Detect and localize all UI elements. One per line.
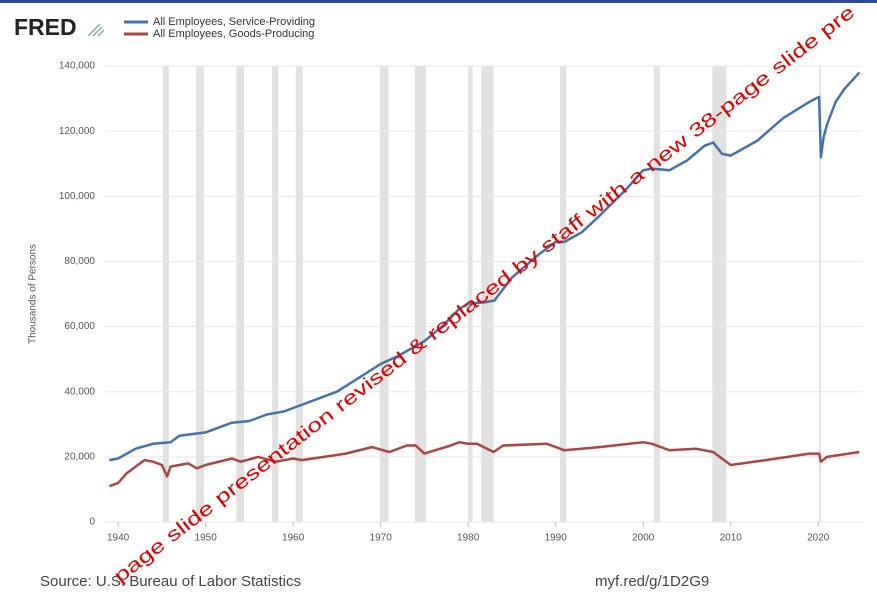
recession-band xyxy=(481,66,494,522)
x-tick-label: 2010 xyxy=(720,533,743,544)
x-tick-label: 1980 xyxy=(457,533,480,544)
x-tick-label: 2020 xyxy=(807,533,830,544)
recession-band xyxy=(653,66,660,522)
y-tick-label: 80,000 xyxy=(64,256,95,267)
recession-band xyxy=(236,66,245,522)
legend-label: All Employees, Goods-Producing xyxy=(153,28,314,40)
recession-band xyxy=(819,66,821,522)
y-tick-label: 60,000 xyxy=(64,321,95,332)
recession-band xyxy=(379,66,389,522)
x-tick-label: 1990 xyxy=(545,533,568,544)
recession-band xyxy=(712,66,727,522)
brand: FRED xyxy=(14,14,77,40)
link: myf.red/g/1D2G9 xyxy=(595,573,709,590)
legend-label: All Employees, Service-Providing xyxy=(153,16,315,28)
top-border xyxy=(0,0,877,3)
y-tick-label: 140,000 xyxy=(59,61,96,72)
x-tick-label: 2000 xyxy=(632,533,655,544)
x-tick-label: 1950 xyxy=(195,533,218,544)
x-tick-label: 1940 xyxy=(107,533,130,544)
y-tick-label: 100,000 xyxy=(59,191,96,202)
recession-band xyxy=(468,66,473,522)
recession-band xyxy=(272,66,279,522)
recession-band xyxy=(196,66,204,522)
y-tick-label: 120,000 xyxy=(59,126,96,137)
series-line xyxy=(108,440,860,488)
recession-band xyxy=(414,66,427,522)
recession-band xyxy=(295,66,303,522)
y-tick-label: 20,000 xyxy=(64,451,95,462)
recession-band xyxy=(162,66,169,522)
brand-icon xyxy=(87,23,105,37)
y-tick-label: 0 xyxy=(89,517,95,528)
source: Source: U.S. Bureau of Labor Statistics xyxy=(40,573,301,590)
x-tick-label: 1960 xyxy=(282,533,305,544)
series-line xyxy=(109,71,861,462)
y-axis-label: Thousands of Persons xyxy=(28,244,39,344)
recession-band xyxy=(560,66,567,522)
y-tick-label: 40,000 xyxy=(64,386,95,397)
x-tick-label: 1970 xyxy=(370,533,393,544)
